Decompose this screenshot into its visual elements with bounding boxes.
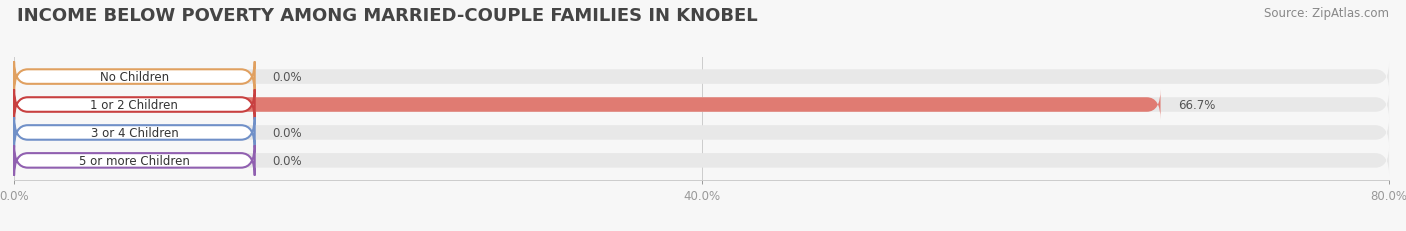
FancyBboxPatch shape [14, 118, 1389, 148]
Text: 0.0%: 0.0% [271, 154, 301, 167]
Text: INCOME BELOW POVERTY AMONG MARRIED-COUPLE FAMILIES IN KNOBEL: INCOME BELOW POVERTY AMONG MARRIED-COUPL… [17, 7, 758, 25]
Text: No Children: No Children [100, 71, 169, 84]
FancyBboxPatch shape [14, 90, 254, 120]
FancyBboxPatch shape [14, 62, 254, 92]
Text: 66.7%: 66.7% [1178, 99, 1215, 112]
Text: 0.0%: 0.0% [271, 126, 301, 139]
Text: Source: ZipAtlas.com: Source: ZipAtlas.com [1264, 7, 1389, 20]
Text: 1 or 2 Children: 1 or 2 Children [90, 99, 179, 112]
Text: 5 or more Children: 5 or more Children [79, 154, 190, 167]
FancyBboxPatch shape [14, 90, 1389, 120]
FancyBboxPatch shape [14, 118, 254, 148]
FancyBboxPatch shape [14, 146, 1389, 176]
FancyBboxPatch shape [14, 90, 1160, 120]
Text: 3 or 4 Children: 3 or 4 Children [90, 126, 179, 139]
FancyBboxPatch shape [14, 62, 1389, 92]
Text: 0.0%: 0.0% [271, 71, 301, 84]
FancyBboxPatch shape [14, 146, 254, 176]
